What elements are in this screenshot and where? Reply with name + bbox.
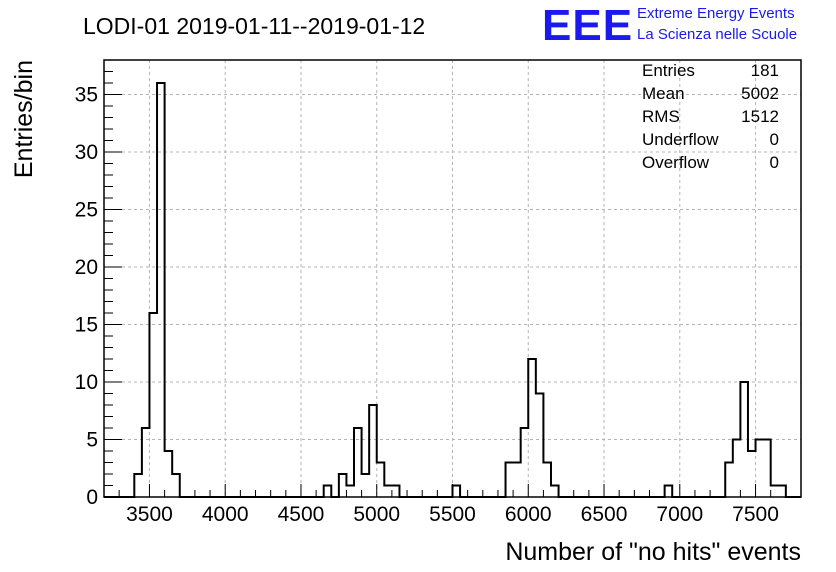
logo-line-1: Extreme Energy Events <box>637 5 795 22</box>
y-axis-title: Entries/bin <box>10 60 38 178</box>
y-tick-label: 25 <box>75 199 98 222</box>
stats-value: 5002 <box>741 84 779 103</box>
stats-label: Overflow <box>642 153 710 172</box>
x-tick-label: 6500 <box>581 503 628 526</box>
y-tick-label: 0 <box>86 486 98 509</box>
x-axis: 3500 4000 4500 5000 5500 6000 6500 7000 7500 <box>103 484 802 526</box>
logo-line-2: La Scienza nelle Scuole <box>637 26 797 43</box>
x-tick-label: 4500 <box>278 503 325 526</box>
y-tick-label: 15 <box>75 314 98 337</box>
y-axis: 0 5 10 15 20 25 30 35 <box>75 59 122 509</box>
x-tick-label: 7000 <box>656 503 703 526</box>
y-tick-label: 35 <box>75 84 98 107</box>
y-tick-label: 10 <box>75 371 98 394</box>
logo-mark: EEE <box>542 1 633 50</box>
stats-label: Mean <box>642 84 685 103</box>
grid-lines <box>104 60 801 497</box>
y-tick-label: 30 <box>75 141 98 164</box>
stats-value: 0 <box>770 130 779 149</box>
stats-label: RMS <box>642 107 680 126</box>
y-tick-label: 5 <box>86 429 98 452</box>
x-tick-label: 5500 <box>429 503 476 526</box>
y-tick-label: 20 <box>75 256 98 279</box>
stats-value: 181 <box>751 61 779 80</box>
stats-label: Entries <box>642 61 695 80</box>
stats-box: Entries 181 Mean 5002 RMS 1512 Underflow 0 Overf… <box>642 61 779 172</box>
stats-value: 0 <box>770 153 779 172</box>
x-tick-label: 5000 <box>353 503 400 526</box>
x-tick-label: 6000 <box>505 503 552 526</box>
x-tick-label: 7500 <box>732 503 779 526</box>
x-tick-label: 4000 <box>202 503 249 526</box>
x-axis-title: Number of "no hits" events <box>505 538 801 566</box>
chart-title: LODI-01 2019-01-11--2019-01-12 <box>83 13 425 39</box>
eee-logo: EEE Extreme Energy Events La Scienza nel… <box>542 1 797 50</box>
stats-label: Underflow <box>642 130 719 149</box>
x-tick-label: 3500 <box>126 503 173 526</box>
stats-value: 1512 <box>741 107 779 126</box>
